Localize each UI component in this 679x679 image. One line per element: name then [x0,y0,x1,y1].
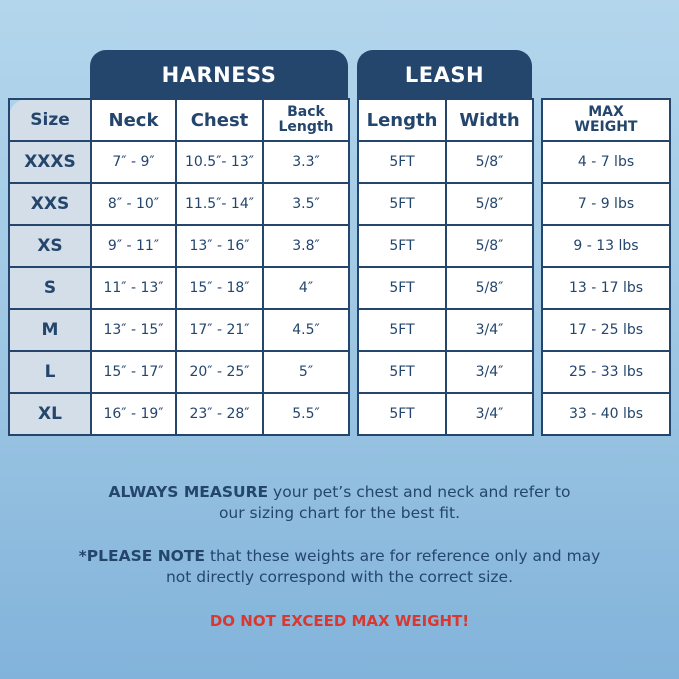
table-row: 25 - 33 lbs [541,350,671,394]
table-row: 5FT 3/4″ [357,308,534,352]
cell-size: XL [8,392,92,436]
cell-chest: 15″ - 18″ [175,266,264,310]
cell-chest: 10.5″- 13″ [175,140,264,184]
cell-weight: 9 - 13 lbs [541,224,671,268]
cell-neck: 11″ - 13″ [90,266,177,310]
cell-back: 3.3″ [262,140,350,184]
cell-chest: 13″ - 16″ [175,224,264,268]
leash-header: LEASH [357,50,532,100]
cell-size: XS [8,224,92,268]
cell-neck: 9″ - 11″ [90,224,177,268]
cell-back: 5.5″ [262,392,350,436]
max-weight-warning: DO NOT EXCEED MAX WEIGHT! [209,612,470,630]
measure-text: your pet’s chest and neck and refer to o… [218,483,571,522]
cell-length: 5FT [357,392,447,436]
please-note: *PLEASE NOTE that these weights are for … [0,546,679,588]
measure-note: ALWAYS MEASURE your pet’s chest and neck… [0,482,679,524]
size-header: Size [8,98,92,142]
table-row: 13 - 17 lbs [541,266,671,310]
cell-length: 5FT [357,350,447,394]
cell-width: 5/8″ [445,266,534,310]
cell-weight: 7 - 9 lbs [541,182,671,226]
cell-width: 3/4″ [445,308,534,352]
cell-weight: 4 - 7 lbs [541,140,671,184]
cell-weight: 13 - 17 lbs [541,266,671,310]
cell-back: 3.5″ [262,182,350,226]
cell-length: 5FT [357,140,447,184]
max-weight-header: MAX WEIGHT [541,98,671,142]
cell-width: 5/8″ [445,224,534,268]
table-row: 17 - 25 lbs [541,308,671,352]
cell-width: 5/8″ [445,182,534,226]
table-row: XXXS 7″ - 9″ 10.5″- 13″ 3.3″ [8,140,350,184]
table-row: 5FT 3/4″ [357,392,534,436]
table-row: 7 - 9 lbs [541,182,671,226]
cell-back: 4″ [262,266,350,310]
cell-chest: 11.5″- 14″ [175,182,264,226]
cell-width: 3/4″ [445,350,534,394]
table-row: 33 - 40 lbs [541,392,671,436]
table-row: 5FT 5/8″ [357,266,534,310]
cell-length: 5FT [357,224,447,268]
leash-table: Length Width 5FT 5/8″ 5FT 5/8″ 5FT 5/8″ 5FT 5/8… [357,98,534,436]
table-row: L 15″ - 17″ 20″ - 25″ 5″ [8,350,350,394]
table-row: XXS 8″ - 10″ 11.5″- 14″ 3.5″ [8,182,350,226]
cell-size: S [8,266,92,310]
cell-weight: 33 - 40 lbs [541,392,671,436]
table-row: M 13″ - 15″ 17″ - 21″ 4.5″ [8,308,350,352]
cell-back: 5″ [262,350,350,394]
cell-weight: 17 - 25 lbs [541,308,671,352]
cell-width: 3/4″ [445,392,534,436]
measure-bold: ALWAYS MEASURE [108,483,269,501]
cell-size: XXXS [8,140,92,184]
back-length-header: Back Length [262,98,350,142]
cell-length: 5FT [357,308,447,352]
cell-size: XXS [8,182,92,226]
chest-header: Chest [175,98,264,142]
table-row: 4 - 7 lbs [541,140,671,184]
cell-length: 5FT [357,182,447,226]
harness-table: Size Neck Chest Back Length XXXS 7″ - 9″ 1… [8,98,350,436]
note-text: that these weights are for reference onl… [165,547,601,586]
table-row: S 11″ - 13″ 15″ - 18″ 4″ [8,266,350,310]
max-weight-table: MAX WEIGHT 4 - 7 lbs 7 - 9 lbs 9 - 13 lbs 1… [541,98,671,436]
table-row: 5FT 5/8″ [357,224,534,268]
cell-length: 5FT [357,266,447,310]
note-bold: *PLEASE NOTE [78,547,206,565]
cell-size: L [8,350,92,394]
cell-chest: 20″ - 25″ [175,350,264,394]
table-row: 5FT 3/4″ [357,350,534,394]
table-row: XL 16″ - 19″ 23″ - 28″ 5.5″ [8,392,350,436]
neck-header: Neck [90,98,177,142]
cell-neck: 15″ - 17″ [90,350,177,394]
cell-size: M [8,308,92,352]
cell-back: 4.5″ [262,308,350,352]
cell-chest: 17″ - 21″ [175,308,264,352]
cell-neck: 8″ - 10″ [90,182,177,226]
table-row: XS 9″ - 11″ 13″ - 16″ 3.8″ [8,224,350,268]
cell-neck: 13″ - 15″ [90,308,177,352]
cell-width: 5/8″ [445,140,534,184]
cell-back: 3.8″ [262,224,350,268]
harness-header: HARNESS [90,50,348,100]
cell-chest: 23″ - 28″ [175,392,264,436]
cell-neck: 7″ - 9″ [90,140,177,184]
width-header: Width [445,98,534,142]
table-row: 5FT 5/8″ [357,140,534,184]
table-row: 5FT 5/8″ [357,182,534,226]
cell-weight: 25 - 33 lbs [541,350,671,394]
length-header: Length [357,98,447,142]
table-row: 9 - 13 lbs [541,224,671,268]
cell-neck: 16″ - 19″ [90,392,177,436]
